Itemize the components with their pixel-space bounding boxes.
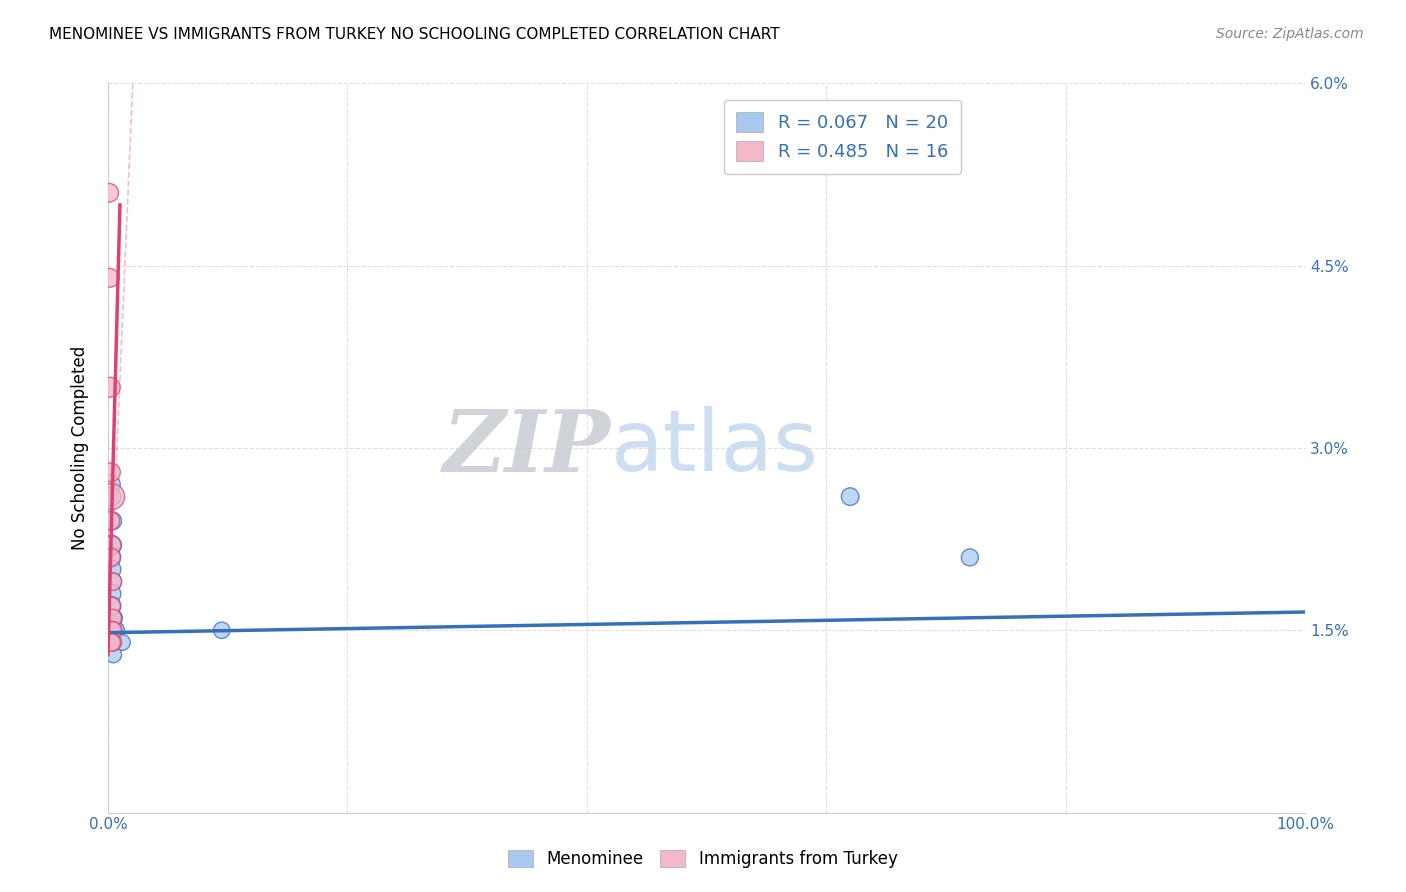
Point	[103, 648, 125, 662]
Point	[100, 514, 122, 528]
Point	[98, 186, 121, 200]
Point	[100, 380, 122, 394]
Point	[100, 599, 122, 613]
Point	[100, 477, 122, 491]
Point	[100, 465, 122, 479]
Point	[100, 490, 122, 504]
Point	[111, 635, 134, 649]
Text: ZIP: ZIP	[443, 406, 610, 490]
Point	[100, 635, 122, 649]
Point	[103, 611, 125, 625]
Point	[100, 550, 122, 565]
Point	[98, 271, 121, 285]
Point	[100, 550, 122, 565]
Point	[100, 635, 122, 649]
Text: MENOMINEE VS IMMIGRANTS FROM TURKEY NO SCHOOLING COMPLETED CORRELATION CHART: MENOMINEE VS IMMIGRANTS FROM TURKEY NO S…	[49, 27, 780, 42]
Point	[101, 635, 124, 649]
Point	[100, 599, 122, 613]
Point	[100, 587, 122, 601]
Point	[105, 624, 128, 638]
Point	[100, 538, 122, 552]
Point	[103, 624, 125, 638]
Text: atlas: atlas	[610, 407, 818, 490]
Y-axis label: No Schooling Completed: No Schooling Completed	[72, 346, 89, 550]
Legend: R = 0.067   N = 20, R = 0.485   N = 16: R = 0.067 N = 20, R = 0.485 N = 16	[724, 100, 960, 174]
Point	[100, 624, 122, 638]
Point	[101, 514, 124, 528]
Point	[101, 624, 124, 638]
Point	[839, 490, 862, 504]
Point	[100, 624, 122, 638]
Point	[100, 562, 122, 576]
Point	[100, 490, 122, 504]
Point	[101, 574, 124, 589]
Text: Source: ZipAtlas.com: Source: ZipAtlas.com	[1216, 27, 1364, 41]
Point	[100, 538, 122, 552]
Legend: Menominee, Immigrants from Turkey: Menominee, Immigrants from Turkey	[502, 843, 904, 875]
Point	[101, 617, 124, 632]
Point	[101, 611, 124, 625]
Point	[101, 611, 124, 625]
Point	[959, 550, 981, 565]
Point	[101, 574, 124, 589]
Point	[211, 624, 233, 638]
